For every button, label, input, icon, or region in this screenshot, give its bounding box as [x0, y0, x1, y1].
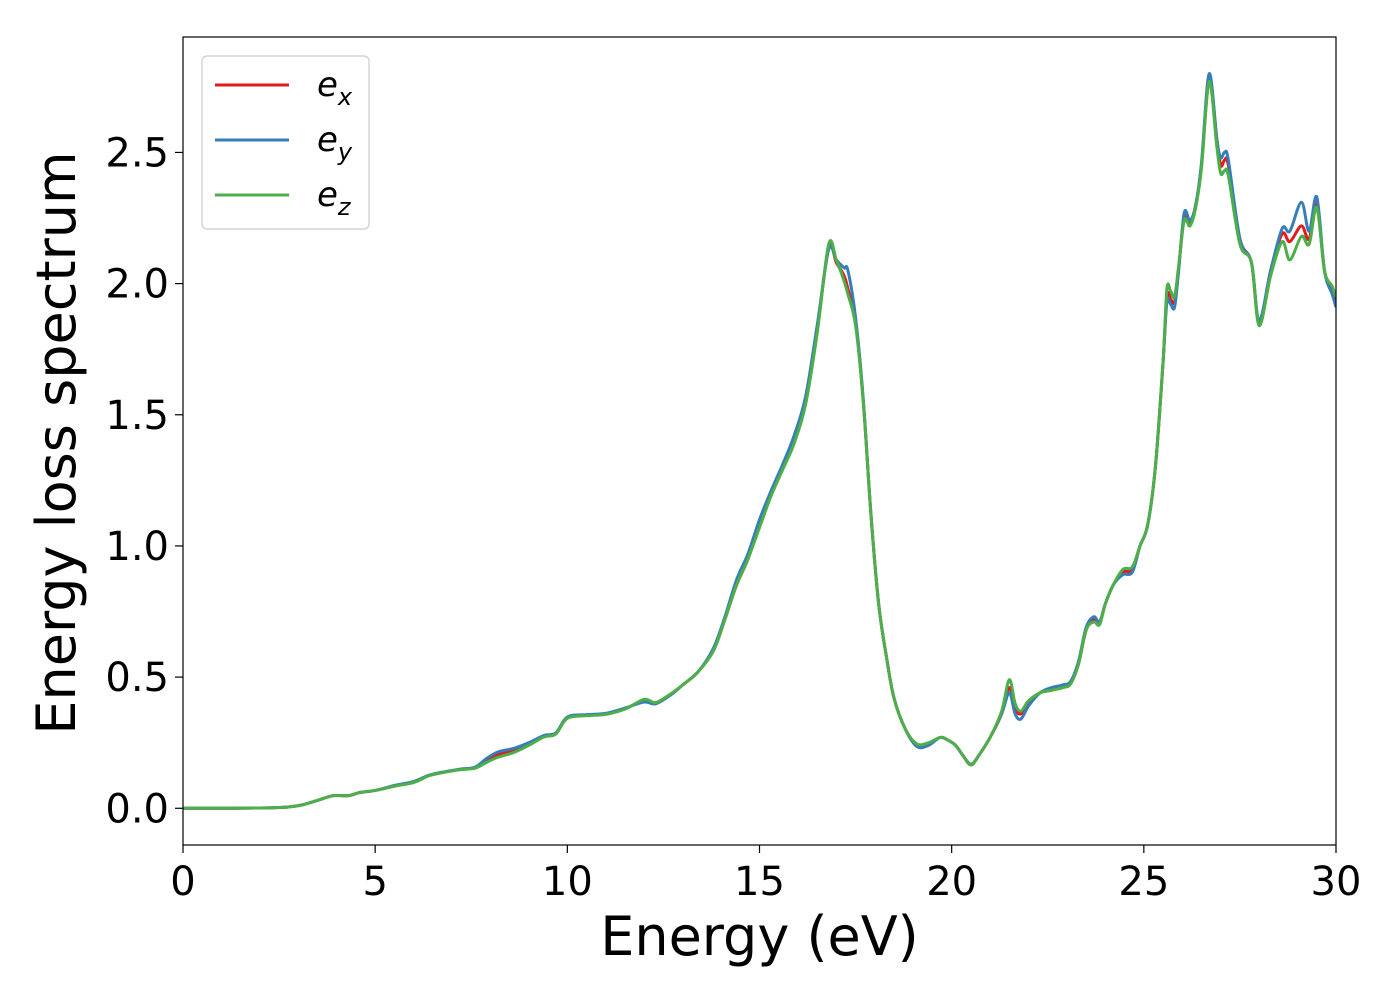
x-axis-title: Energy (eV): [600, 905, 919, 968]
x-axis-ticks: 0 5 10 15 20 25 30: [170, 845, 1361, 905]
y-tick-label: 0.0: [105, 786, 169, 832]
x-tick-label: 20: [926, 859, 977, 905]
legend-label-x: ex: [317, 65, 353, 111]
y-axis-title: Energy loss spectrum: [25, 151, 88, 734]
x-tick-label: 25: [1118, 859, 1169, 905]
y-tick-label: 1.0: [105, 524, 169, 570]
legend-box: [201, 55, 370, 230]
legend-label-y: ey: [317, 120, 353, 166]
y-axis-ticks: 0.0 0.5 1.0 1.5 2.0 2.5: [105, 130, 183, 832]
x-tick-label: 10: [542, 859, 593, 905]
y-tick-label: 2.5: [105, 130, 169, 176]
x-tick-label: 5: [362, 859, 387, 905]
y-tick-label: 2.0: [105, 262, 169, 308]
x-tick-label: 30: [1311, 859, 1362, 905]
y-tick-label: 1.5: [105, 393, 169, 439]
x-tick-label: 0: [170, 859, 195, 905]
x-tick-label: 15: [734, 859, 785, 905]
y-tick-label: 0.5: [105, 655, 169, 701]
series-line-z: [183, 80, 1336, 810]
series-layer: [183, 72, 1336, 810]
legend-label-z: ez: [317, 175, 352, 221]
legend: ex ey ez: [201, 55, 370, 230]
